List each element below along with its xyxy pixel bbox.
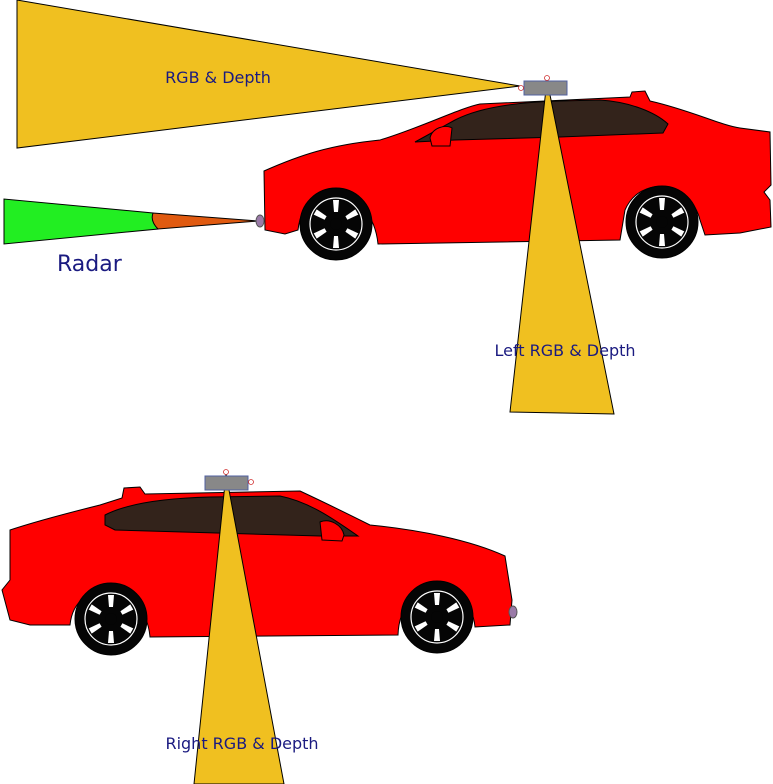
bottom-car — [1, 486, 518, 656]
radar-far-region — [3, 198, 159, 245]
left-camera-fov-label: Left RGB & Depth — [494, 341, 635, 360]
top-roof-sensor — [518, 75, 568, 96]
side-mirror — [319, 520, 345, 542]
car-window — [414, 99, 669, 143]
radar-sensor — [255, 214, 265, 228]
left-camera-fov-cone — [509, 79, 615, 415]
radar-sensor — [508, 605, 518, 619]
bottom-roof-sensor — [204, 469, 254, 491]
front-wheel — [400, 580, 474, 654]
front-camera-fov-label: RGB & Depth — [165, 68, 271, 87]
right-camera-fov-label: Right RGB & Depth — [165, 734, 318, 753]
side-mirror — [429, 125, 453, 147]
front-camera-fov-cone — [16, 0, 521, 149]
rear-wheel — [625, 185, 699, 259]
top-car — [255, 90, 772, 261]
front-wheel — [299, 187, 373, 261]
radar-near-region — [151, 212, 259, 230]
rear-wheel — [74, 582, 148, 656]
radar-label: Radar — [57, 252, 123, 277]
right-camera-fov-cone — [193, 473, 285, 784]
